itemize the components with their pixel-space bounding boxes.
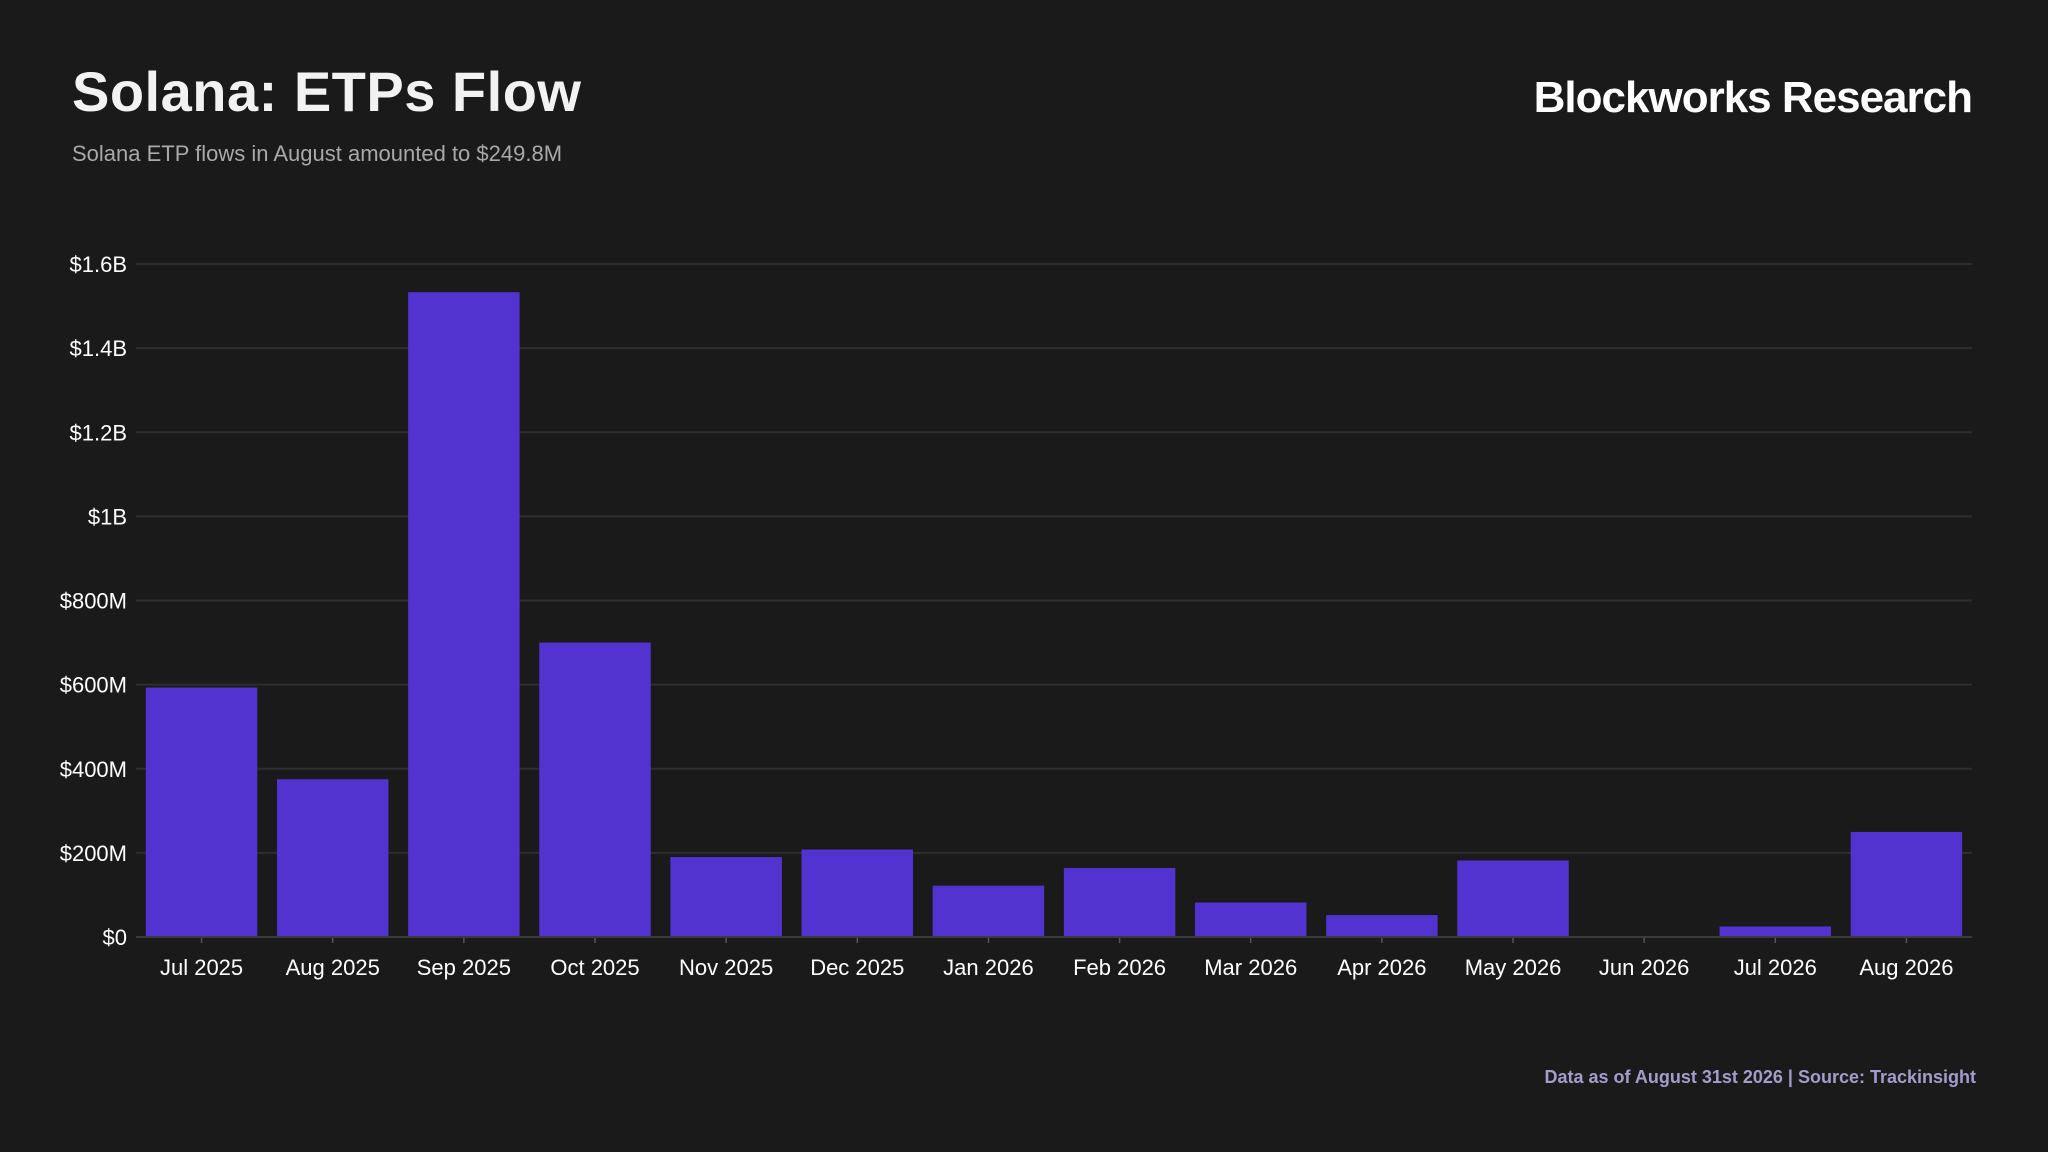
bar-apr-2026 — [1326, 915, 1438, 937]
bar-nov-2025 — [670, 857, 782, 937]
x-tick-label: Jul 2025 — [160, 955, 243, 980]
bar-feb-2026 — [1063, 868, 1176, 937]
x-tick-label: Oct 2025 — [550, 955, 639, 980]
bar-aug-2026 — [1850, 831, 1963, 937]
y-tick-label: $200M — [60, 841, 127, 866]
y-tick-label: $800M — [60, 589, 127, 614]
y-tick-label: $1.2B — [70, 420, 128, 445]
x-tick-label: Aug 2026 — [1859, 955, 1953, 980]
bar-may-2026 — [1457, 860, 1569, 937]
bar-jul-2026 — [1719, 926, 1832, 937]
x-tick-label: Nov 2025 — [679, 955, 773, 980]
chart-subtitle: Solana ETP flows in August amounted to $… — [72, 141, 563, 166]
y-tick-label: $1.6B — [70, 252, 128, 277]
y-tick-label: $400M — [60, 757, 127, 782]
y-tick-label: $600M — [60, 673, 127, 698]
chart-title: Solana: ETPs Flow — [72, 60, 582, 123]
x-tick-label: Sep 2025 — [417, 955, 511, 980]
bar-aug-2025 — [276, 779, 389, 937]
x-tick-label: Jan 2026 — [943, 955, 1034, 980]
y-tick-label: $0 — [103, 925, 127, 950]
y-tick-label: $1.4B — [70, 336, 128, 361]
bar-mar-2026 — [1194, 902, 1307, 937]
x-tick-label: Mar 2026 — [1204, 955, 1297, 980]
x-tick-label: Apr 2026 — [1337, 955, 1426, 980]
x-tick-label: Feb 2026 — [1073, 955, 1166, 980]
x-tick-label: Dec 2025 — [810, 955, 904, 980]
bar-dec-2025 — [801, 849, 914, 937]
source-note: Data as of August 31st 2026 | Source: Tr… — [1544, 1067, 1976, 1087]
x-tick-label: Aug 2025 — [286, 955, 380, 980]
bar-jul-2025 — [145, 687, 258, 937]
bars — [145, 292, 1963, 937]
x-tick-label: May 2026 — [1465, 955, 1562, 980]
bar-jan-2026 — [932, 885, 1045, 937]
bar-sep-2025 — [408, 292, 520, 937]
x-tick-label: Jul 2026 — [1734, 955, 1817, 980]
chart-header: Solana: ETPs Flow Solana ETP flows in Au… — [72, 58, 581, 168]
x-tick-label: Jun 2026 — [1599, 955, 1690, 980]
y-tick-label: $1B — [88, 504, 127, 529]
bar-oct-2025 — [539, 642, 651, 937]
axes: $0 $200M $400M $600M $800M $1B $1.2B $1.4B $1.6B… — [60, 252, 1972, 980]
brand-logo: Blockworks Research — [1533, 73, 1973, 122]
